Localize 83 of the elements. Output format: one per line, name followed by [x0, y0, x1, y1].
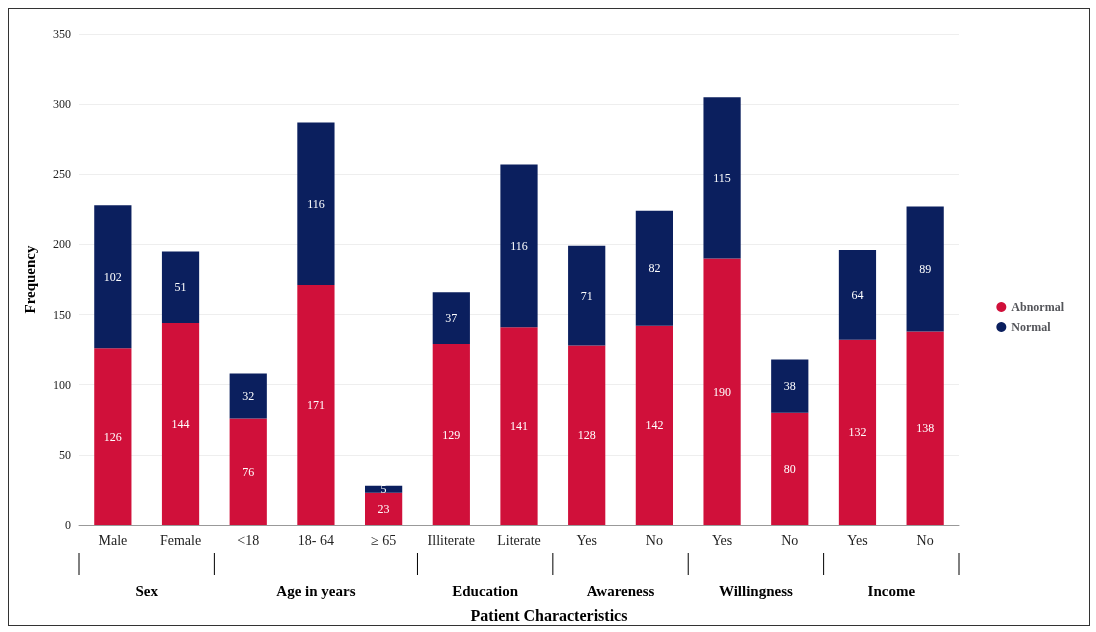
data-label: 141	[510, 419, 528, 434]
bar	[703, 258, 741, 525]
y-tick-label: 250	[53, 167, 71, 182]
bar	[432, 292, 470, 345]
data-label: 190	[713, 384, 732, 399]
x-tick-label: No	[781, 532, 799, 548]
data-label: 5	[380, 482, 387, 497]
data-label: 38	[783, 379, 796, 394]
x-tick-label: Yes	[711, 532, 733, 548]
x-tick-label: <18	[237, 532, 260, 548]
legend-label: Abnormal	[1011, 300, 1065, 314]
bar	[365, 492, 403, 525]
y-tick-label: 200	[53, 237, 71, 252]
data-label: 132	[848, 425, 867, 440]
bar	[838, 339, 877, 525]
bar	[161, 251, 200, 323]
x-tick-label: ≥ 65	[371, 532, 397, 548]
x-axis-title: Patient Characteristics	[470, 606, 628, 624]
data-label: 80	[783, 461, 796, 476]
text: Income	[867, 582, 916, 599]
bar	[771, 412, 809, 525]
text: Awareness	[586, 582, 655, 599]
data-label: 116	[307, 196, 325, 211]
data-label: 102	[103, 269, 122, 284]
y-tick-label: 300	[53, 97, 71, 112]
data-label: 128	[577, 428, 596, 443]
data-label: 126	[103, 429, 122, 444]
data-label: 76	[242, 464, 255, 479]
data-label: 115	[713, 170, 731, 185]
x-tick-label: Illiterate	[427, 532, 476, 548]
data-label: 51	[174, 280, 187, 295]
bar	[94, 205, 132, 349]
text: Willingness	[718, 582, 794, 599]
bar	[500, 327, 538, 525]
bar	[771, 359, 809, 413]
data-label: 171	[306, 398, 325, 413]
bar	[635, 210, 673, 326]
data-label: 116	[510, 238, 528, 253]
x-tick-label: No	[645, 532, 663, 548]
x-tick-label: 18- 64	[297, 532, 335, 548]
data-label: 37	[445, 311, 458, 326]
y-tick-label: 50	[59, 447, 71, 462]
data-label: 23	[377, 501, 390, 516]
data-label: 89	[919, 261, 932, 276]
text: Education	[452, 582, 519, 599]
text: Age in years	[276, 582, 356, 599]
x-tick-label: Yes	[576, 532, 597, 548]
data-label: 71	[580, 288, 593, 303]
bar	[365, 485, 403, 493]
y-axis-title: Frequency	[21, 244, 38, 314]
bar	[297, 285, 335, 525]
bar	[94, 348, 132, 525]
data-label: 129	[442, 427, 461, 442]
y-tick-label: 0	[65, 518, 71, 532]
bar	[500, 164, 538, 328]
data-label: 142	[645, 418, 664, 433]
bar	[906, 331, 944, 525]
bar	[703, 97, 741, 259]
data-label: 138	[916, 421, 935, 436]
x-tick-label: Male	[98, 532, 128, 548]
x-tick-label: Literate	[497, 532, 541, 548]
x-tick-label: Female	[159, 532, 202, 548]
bar	[635, 325, 673, 525]
y-tick-label: 150	[53, 307, 71, 322]
legend-label: Normal	[1011, 320, 1052, 334]
data-label: 82	[648, 261, 661, 276]
bar	[432, 344, 470, 525]
bar	[229, 418, 267, 525]
data-label: 32	[242, 388, 255, 403]
text: Sex	[135, 582, 159, 599]
bar	[297, 122, 335, 286]
bar	[838, 250, 877, 340]
bar	[568, 245, 606, 346]
bar	[229, 373, 267, 419]
data-label: 64	[851, 287, 864, 302]
bar	[568, 345, 606, 525]
y-tick-label: 350	[53, 27, 71, 41]
data-label: 144	[171, 416, 190, 431]
x-tick-label: No	[916, 532, 934, 548]
bar	[161, 322, 200, 525]
bar	[906, 206, 944, 332]
x-tick-label: Yes	[847, 532, 868, 548]
y-tick-label: 100	[53, 377, 71, 392]
